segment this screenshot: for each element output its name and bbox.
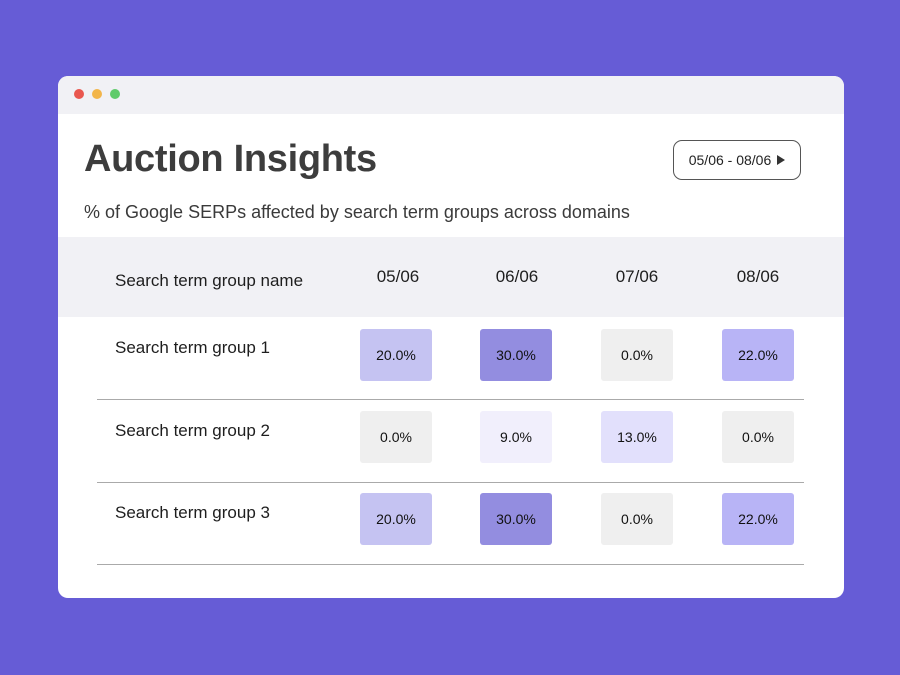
heatmap-cell: 20.0% — [360, 493, 432, 545]
date-range-label: 05/06 - 08/06 — [688, 152, 772, 168]
column-header-date: 06/06 — [495, 267, 539, 286]
heatmap-cell: 22.0% — [722, 329, 794, 381]
app-window: Auction Insights 05/06 - 08/06 % of Goog… — [58, 76, 844, 598]
heatmap-cell: 0.0% — [601, 493, 673, 545]
heatmap-cell: 0.0% — [722, 411, 794, 463]
column-header-date: 07/06 — [615, 267, 659, 286]
table-row: Search term group 1 20.0% 30.0% 0.0% 22.… — [97, 317, 804, 400]
heatmap-cell: 9.0% — [480, 411, 552, 463]
minimize-window-button[interactable] — [92, 89, 102, 99]
table-row: Search term group 2 0.0% 9.0% 13.0% 0.0% — [97, 400, 804, 483]
column-header-date: 05/06 — [376, 267, 420, 286]
row-label: Search term group 2 — [115, 421, 270, 440]
column-header-group-name: Search term group name — [115, 271, 304, 290]
heatmap-cell: 30.0% — [480, 493, 552, 545]
heatmap-cell: 13.0% — [601, 411, 673, 463]
heatmap-cell: 0.0% — [601, 329, 673, 381]
table-row: Search term group 3 20.0% 30.0% 0.0% 22.… — [97, 482, 804, 565]
date-range-button[interactable]: 05/06 - 08/06 — [673, 140, 801, 180]
heatmap-cell: 22.0% — [722, 493, 794, 545]
maximize-window-button[interactable] — [110, 89, 120, 99]
row-label: Search term group 1 — [115, 338, 270, 357]
play-icon — [777, 155, 786, 165]
page-subtitle: % of Google SERPs affected by search ter… — [84, 202, 630, 222]
table-header: Search term group name 05/06 06/06 07/06… — [58, 237, 844, 317]
window-titlebar — [58, 76, 844, 114]
column-header-date: 08/06 — [736, 267, 780, 286]
close-window-button[interactable] — [74, 89, 84, 99]
page-title: Auction Insights — [84, 138, 377, 180]
row-label: Search term group 3 — [115, 503, 270, 522]
heatmap-cell: 30.0% — [480, 329, 552, 381]
heatmap-cell: 20.0% — [360, 329, 432, 381]
heatmap-cell: 0.0% — [360, 411, 432, 463]
